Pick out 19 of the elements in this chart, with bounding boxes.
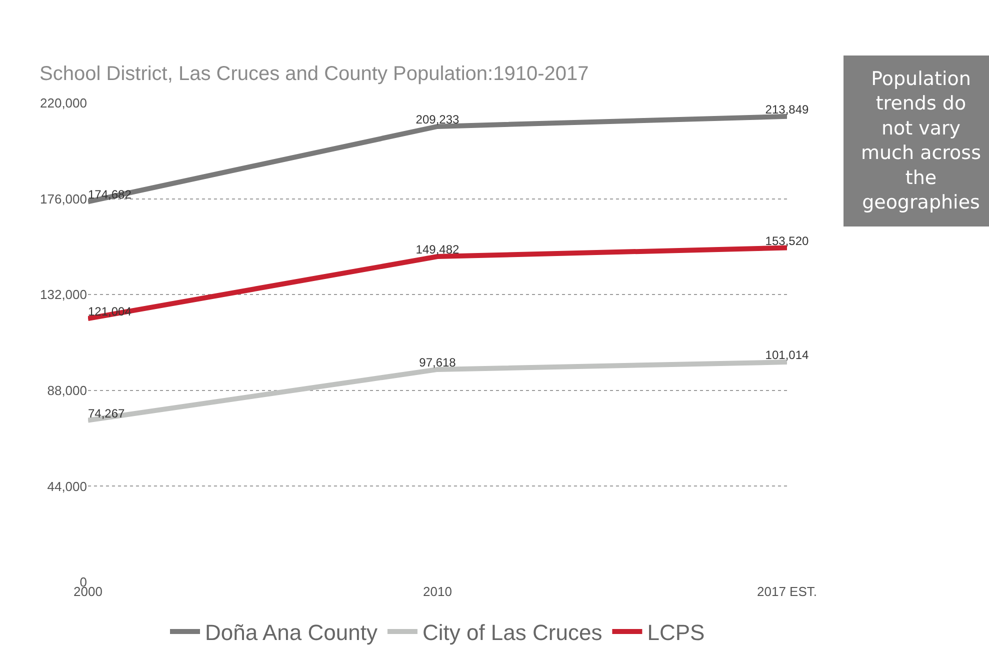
y-tick-label: 88,000 bbox=[47, 382, 87, 398]
chart-title: School District, Las Cruces and County Population:1910-2017 bbox=[40, 63, 589, 86]
data-label: 149,482 bbox=[416, 242, 460, 257]
data-label: 97,618 bbox=[419, 355, 456, 370]
text: Population trends do not vary much across the geographies bbox=[861, 68, 981, 214]
data-label: 74,267 bbox=[88, 406, 126, 420]
y-tick-label: 44,000 bbox=[47, 478, 87, 494]
legend-label: City of Las Cruces bbox=[422, 620, 602, 646]
y-tick-label: 220,000 bbox=[40, 96, 87, 111]
data-label: 213,849 bbox=[765, 102, 810, 116]
data-label: 153,520 bbox=[765, 234, 810, 248]
data-label: 101,014 bbox=[765, 348, 810, 362]
x-tick-label: 2017 EST. bbox=[757, 584, 817, 599]
y-tick-label: 132,000 bbox=[40, 287, 87, 302]
legend-label: LCPS bbox=[647, 620, 705, 646]
y-tick-label: 176,000 bbox=[40, 191, 87, 206]
legend-label: Doña Ana County bbox=[205, 620, 378, 646]
data-label: 209,233 bbox=[416, 112, 460, 126]
x-tick-label: 2010 bbox=[423, 584, 452, 599]
